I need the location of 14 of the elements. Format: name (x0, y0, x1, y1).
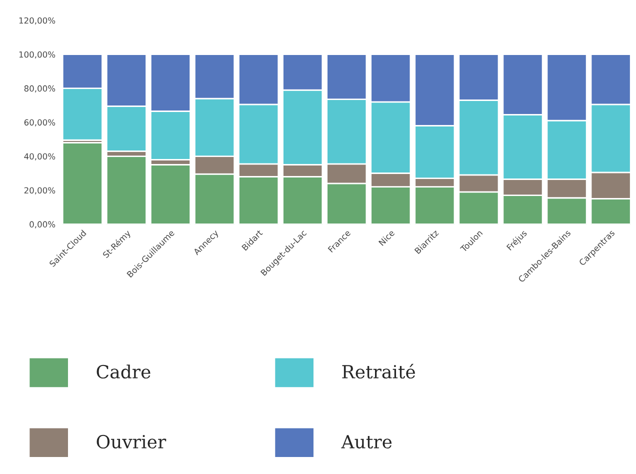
y-tick-label: 120,00% (19, 17, 56, 25)
legend-label: Retraité (342, 364, 416, 379)
bar (62, 142, 103, 224)
legend-label: Cadre (96, 364, 150, 379)
y-tick-label: 20,00% (24, 187, 56, 194)
bar (150, 164, 192, 224)
y-tick-label: 80,00% (24, 85, 56, 92)
y-tick-label: 0,00% (30, 221, 56, 228)
y-tick-label: 60,00% (24, 119, 56, 126)
bar (106, 156, 147, 224)
legend-label: Ouvrier (96, 434, 166, 449)
y-tick-label: 100,00% (19, 51, 56, 58)
y-tick-label: 40,00% (24, 153, 56, 160)
legend-label: Autre (341, 435, 392, 449)
